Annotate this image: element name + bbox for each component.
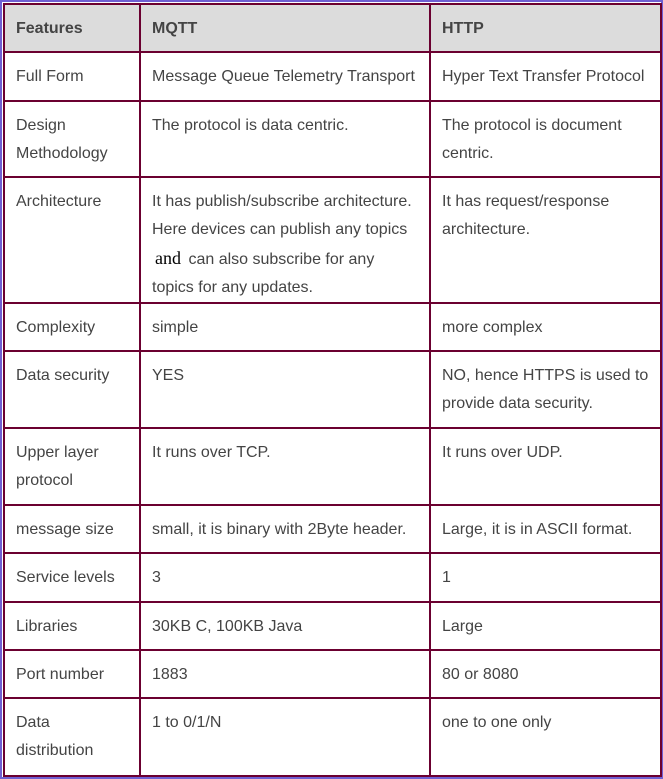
- table-row: Data distribution 1 to 0/1/N one to one …: [3, 697, 662, 777]
- feature-cell: Port number: [3, 649, 141, 699]
- mqtt-text-b: can also subscribe for any topics for an…: [152, 251, 375, 296]
- table-row: Upper layer protocol It runs over TCP. I…: [3, 427, 662, 506]
- table-row: Full Form Message Queue Telemetry Transp…: [3, 51, 662, 102]
- http-cell: The protocol is document centric.: [429, 100, 662, 178]
- table-row: Port number 1883 80 or 8080: [3, 649, 662, 699]
- feature-cell: Full Form: [3, 51, 141, 102]
- mqtt-text-and: and: [155, 248, 181, 268]
- http-cell: NO, hence HTTPS is used to provide data …: [429, 350, 662, 429]
- feature-cell: message size: [3, 504, 141, 554]
- table-row: Architecture It has publish/subscribe ar…: [3, 176, 662, 304]
- feature-cell: Data security: [3, 350, 141, 429]
- feature-cell: Service levels: [3, 552, 141, 603]
- http-cell: Large, it is in ASCII format.: [429, 504, 662, 554]
- table-row: Data security YES NO, hence HTTPS is use…: [3, 350, 662, 429]
- http-cell: 1: [429, 552, 662, 603]
- header-row: Features MQTT HTTP: [3, 3, 662, 53]
- table-row: message size small, it is binary with 2B…: [3, 504, 662, 554]
- comparison-table: Features MQTT HTTP Full Form Message Que…: [3, 3, 662, 777]
- mqtt-cell: 3: [139, 552, 431, 603]
- mqtt-cell: simple: [139, 302, 431, 352]
- mqtt-cell: It runs over TCP.: [139, 427, 431, 506]
- mqtt-cell: The protocol is data centric.: [139, 100, 431, 178]
- table-row: Design Methodology The protocol is data …: [3, 100, 662, 178]
- http-cell: It has request/response architecture.: [429, 176, 662, 304]
- mqtt-cell: Message Queue Telemetry Transport: [139, 51, 431, 102]
- header-mqtt: MQTT: [139, 3, 431, 53]
- mqtt-cell: small, it is binary with 2Byte header.: [139, 504, 431, 554]
- http-cell: It runs over UDP.: [429, 427, 662, 506]
- feature-cell: Upper layer protocol: [3, 427, 141, 506]
- mqtt-cell: It has publish/subscribe architecture. H…: [139, 176, 431, 304]
- http-cell: one to one only: [429, 697, 662, 777]
- feature-cell: Complexity: [3, 302, 141, 352]
- table-row: Service levels 3 1: [3, 552, 662, 603]
- mqtt-text-a: It has publish/subscribe architecture. H…: [152, 193, 412, 238]
- feature-cell: Design Methodology: [3, 100, 141, 178]
- http-cell: 80 or 8080: [429, 649, 662, 699]
- header-features: Features: [3, 3, 141, 53]
- feature-cell: Libraries: [3, 601, 141, 651]
- http-cell: Large: [429, 601, 662, 651]
- mqtt-cell: 1883: [139, 649, 431, 699]
- mqtt-cell: 1 to 0/1/N: [139, 697, 431, 777]
- table-row: Libraries 30KB C, 100KB Java Large: [3, 601, 662, 651]
- feature-cell: Data distribution: [3, 697, 141, 777]
- mqtt-cell: YES: [139, 350, 431, 429]
- header-http: HTTP: [429, 3, 662, 53]
- feature-cell: Architecture: [3, 176, 141, 304]
- http-cell: Hyper Text Transfer Protocol: [429, 51, 662, 102]
- http-cell: more complex: [429, 302, 662, 352]
- table-row: Complexity simple more complex: [3, 302, 662, 352]
- mqtt-cell: 30KB C, 100KB Java: [139, 601, 431, 651]
